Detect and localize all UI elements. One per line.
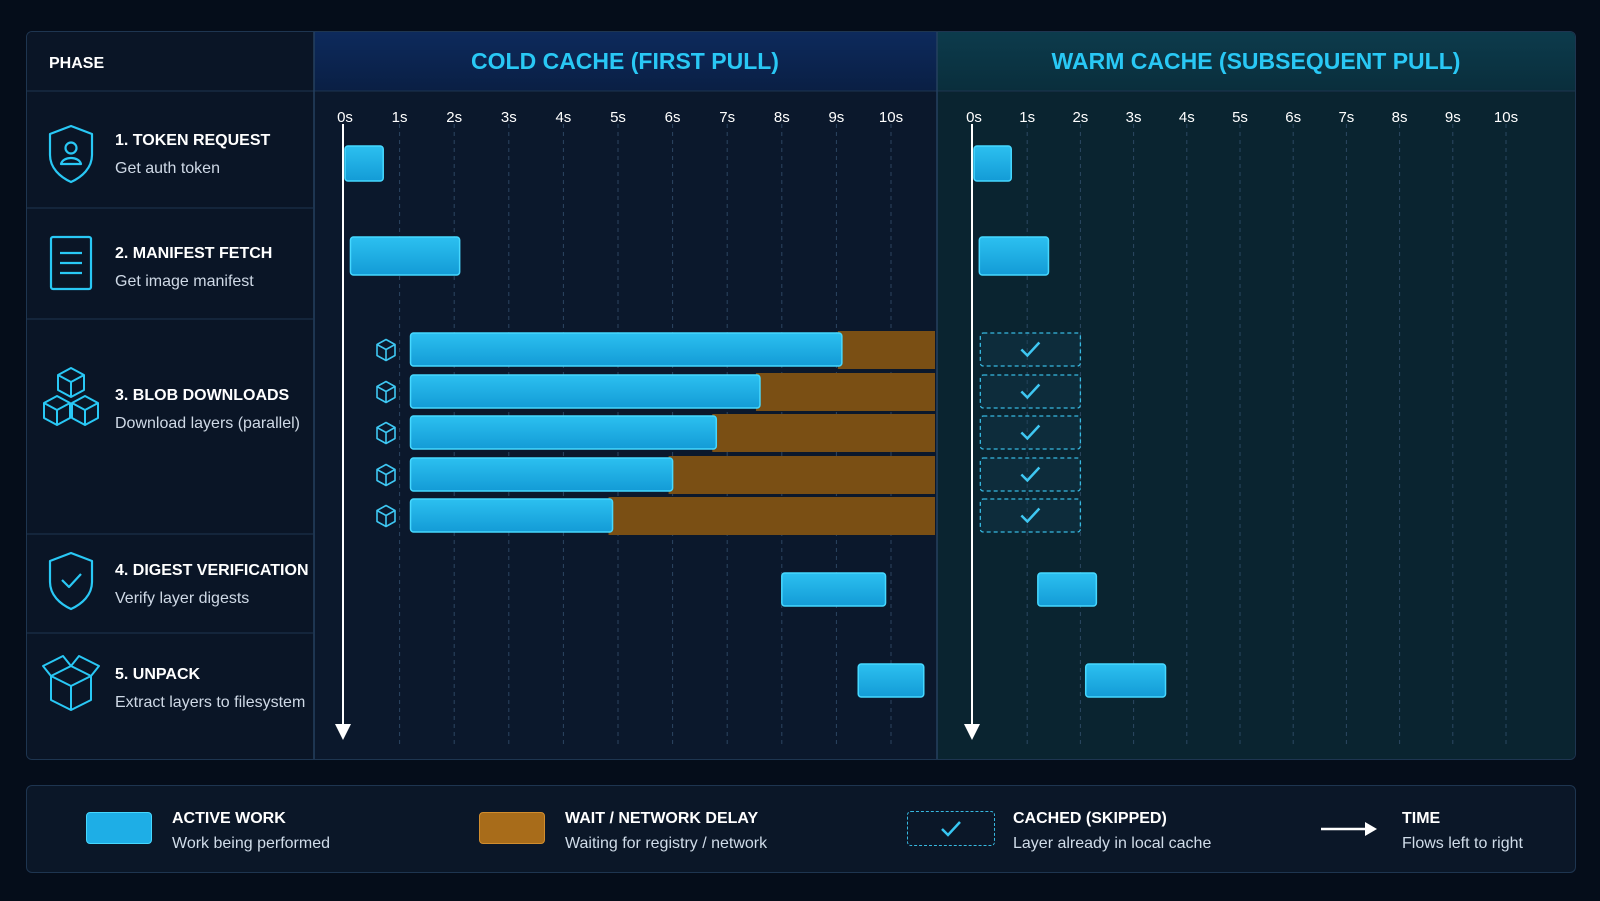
warm-tick-label: 8s (1392, 109, 1408, 126)
legend-title: ACTIVE WORK (172, 810, 286, 827)
warm-tick-label: 2s (1072, 109, 1088, 126)
open-box-icon (42, 655, 100, 711)
check-icon (1020, 507, 1041, 524)
warm-cached-blob (979, 498, 1082, 533)
warm-unpack-bar (1084, 663, 1167, 698)
warm-cache-title: WARM CACHE (SUBSEQUENT PULL) (1052, 48, 1461, 74)
warm-tick-label: 1s (1019, 109, 1035, 126)
cold-tick-label: 10s (879, 109, 903, 126)
wait-swatch (479, 812, 545, 844)
cube-icon (376, 504, 396, 528)
phase-subtitle-digest: Verify layer digests (115, 590, 249, 607)
timeline-panel: PHASE COLD CACHE (FIRST PULL) WARM CACHE… (26, 31, 1576, 760)
warm-cached-blob (979, 457, 1082, 492)
warm-cached-blob (979, 374, 1082, 409)
phase-title-manifest: 2. MANIFEST FETCH (115, 245, 272, 262)
cold-tick-label: 0s (337, 109, 353, 126)
cold-blob-wait-bar (755, 373, 935, 411)
cold-tick-label: 7s (719, 109, 735, 126)
warm-tick-label: 4s (1179, 109, 1195, 126)
cube-icon (376, 421, 396, 445)
warm-token-bar (973, 145, 1012, 182)
shield-check-icon (48, 551, 94, 611)
warm-tick-label: 5s (1232, 109, 1248, 126)
legend-subtitle: Work being performed (172, 835, 330, 852)
cold-tick-label: 8s (774, 109, 790, 126)
cold-header-bg (314, 32, 937, 91)
shield-user-icon (48, 124, 94, 184)
cube-icon (376, 380, 396, 404)
legend: ACTIVE WORK Work being performed WAIT / … (26, 785, 1576, 873)
cold-tick-label: 6s (665, 109, 681, 126)
warm-manifest-bar (978, 236, 1050, 276)
cold-blob-wait-bar (712, 414, 935, 452)
legend-item-cached: CACHED (SKIPPED) Layer already in local … (857, 786, 1277, 872)
check-icon (1020, 466, 1041, 483)
arrow-right-icon (1321, 822, 1377, 836)
document-icon (49, 235, 93, 291)
phase-subtitle-manifest: Get image manifest (115, 273, 254, 290)
active-work-swatch (86, 812, 152, 844)
legend-subtitle: Flows left to right (1402, 835, 1523, 852)
timeline-chart: PHASE COLD CACHE (FIRST PULL) WARM CACHE… (27, 32, 1575, 759)
warm-tick-label: 0s (966, 109, 982, 126)
phase-header-label: PHASE (49, 55, 104, 72)
cold-tick-label: 9s (828, 109, 844, 126)
legend-subtitle: Layer already in local cache (1013, 835, 1212, 852)
cube-icon (376, 338, 396, 362)
cold-tick-label: 5s (610, 109, 626, 126)
cached-swatch (907, 811, 995, 846)
cold-blob-bar (409, 415, 718, 450)
phase-title-unpack: 5. UNPACK (115, 666, 200, 683)
check-icon (1020, 424, 1041, 441)
cold-blob-bar (409, 332, 843, 367)
cold-cache-title: COLD CACHE (FIRST PULL) (471, 48, 779, 74)
legend-item-wait: WAIT / NETWORK DELAY Waiting for registr… (427, 786, 857, 872)
phase-subtitle-token: Get auth token (115, 160, 220, 177)
cold-blob-bar (409, 498, 614, 533)
cube-icon (376, 463, 396, 487)
warm-cached-blob (979, 332, 1082, 367)
cold-unpack-bar (857, 663, 925, 698)
warm-tick-label: 7s (1338, 109, 1354, 126)
cold-tick-label: 2s (446, 109, 462, 126)
phase-subtitle-unpack: Extract layers to filesystem (115, 694, 305, 711)
cold-tick-label: 1s (392, 109, 408, 126)
legend-title: TIME (1402, 810, 1441, 827)
cold-digest-bar (781, 572, 887, 607)
check-icon (1020, 341, 1041, 358)
warm-tick-label: 3s (1126, 109, 1142, 126)
legend-item-active: ACTIVE WORK Work being performed (27, 786, 427, 872)
legend-title: CACHED (SKIPPED) (1013, 810, 1167, 827)
warm-tick-label: 6s (1285, 109, 1301, 126)
cold-blob-wait-bar (608, 497, 935, 535)
phase-subtitle-blobs: Download layers (parallel) (115, 415, 300, 432)
cold-token-bar (344, 145, 384, 182)
cold-manifest-bar (349, 236, 461, 276)
warm-digest-bar (1037, 572, 1098, 607)
cold-tick-label: 4s (555, 109, 571, 126)
warm-cached-blob (979, 415, 1082, 450)
warm-tick-label: 10s (1494, 109, 1518, 126)
cold-blob-bar (409, 374, 761, 409)
legend-subtitle: Waiting for registry / network (565, 835, 768, 852)
cubes-icon (43, 367, 99, 426)
check-icon (1020, 383, 1041, 400)
cold-blob-bar (409, 457, 674, 492)
warm-panel-bg (937, 32, 1575, 759)
cold-tick-label: 3s (501, 109, 517, 126)
cold-blob-wait-bar (668, 456, 935, 494)
legend-item-time: TIME Flows left to right (1277, 786, 1575, 872)
check-icon (941, 821, 961, 837)
cold-blob-wait-bar (837, 331, 935, 369)
warm-header-bg (937, 32, 1575, 91)
legend-title: WAIT / NETWORK DELAY (565, 810, 759, 827)
phase-title-blobs: 3. BLOB DOWNLOADS (115, 387, 290, 404)
phase-title-token: 1. TOKEN REQUEST (115, 132, 271, 149)
phase-title-digest: 4. DIGEST VERIFICATION (115, 562, 309, 579)
warm-tick-label: 9s (1445, 109, 1461, 126)
